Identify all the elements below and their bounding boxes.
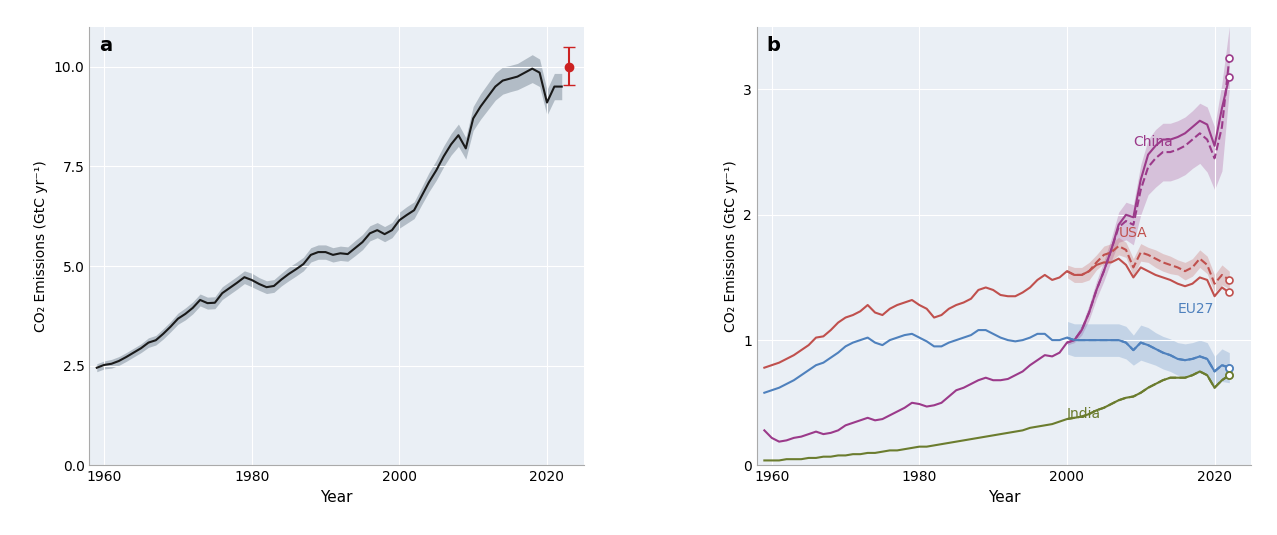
X-axis label: Year: Year xyxy=(988,490,1020,505)
Text: EU27: EU27 xyxy=(1177,302,1214,316)
Y-axis label: CO₂ Emissions (GtC yr⁻¹): CO₂ Emissions (GtC yr⁻¹) xyxy=(34,160,49,332)
Text: b: b xyxy=(767,35,780,55)
Text: USA: USA xyxy=(1119,226,1147,240)
Y-axis label: CO₂ Emissions (GtC yr⁻¹): CO₂ Emissions (GtC yr⁻¹) xyxy=(724,160,738,332)
Text: a: a xyxy=(100,35,112,55)
Text: India: India xyxy=(1068,407,1101,421)
X-axis label: Year: Year xyxy=(321,490,352,505)
Text: China: China xyxy=(1134,135,1174,149)
